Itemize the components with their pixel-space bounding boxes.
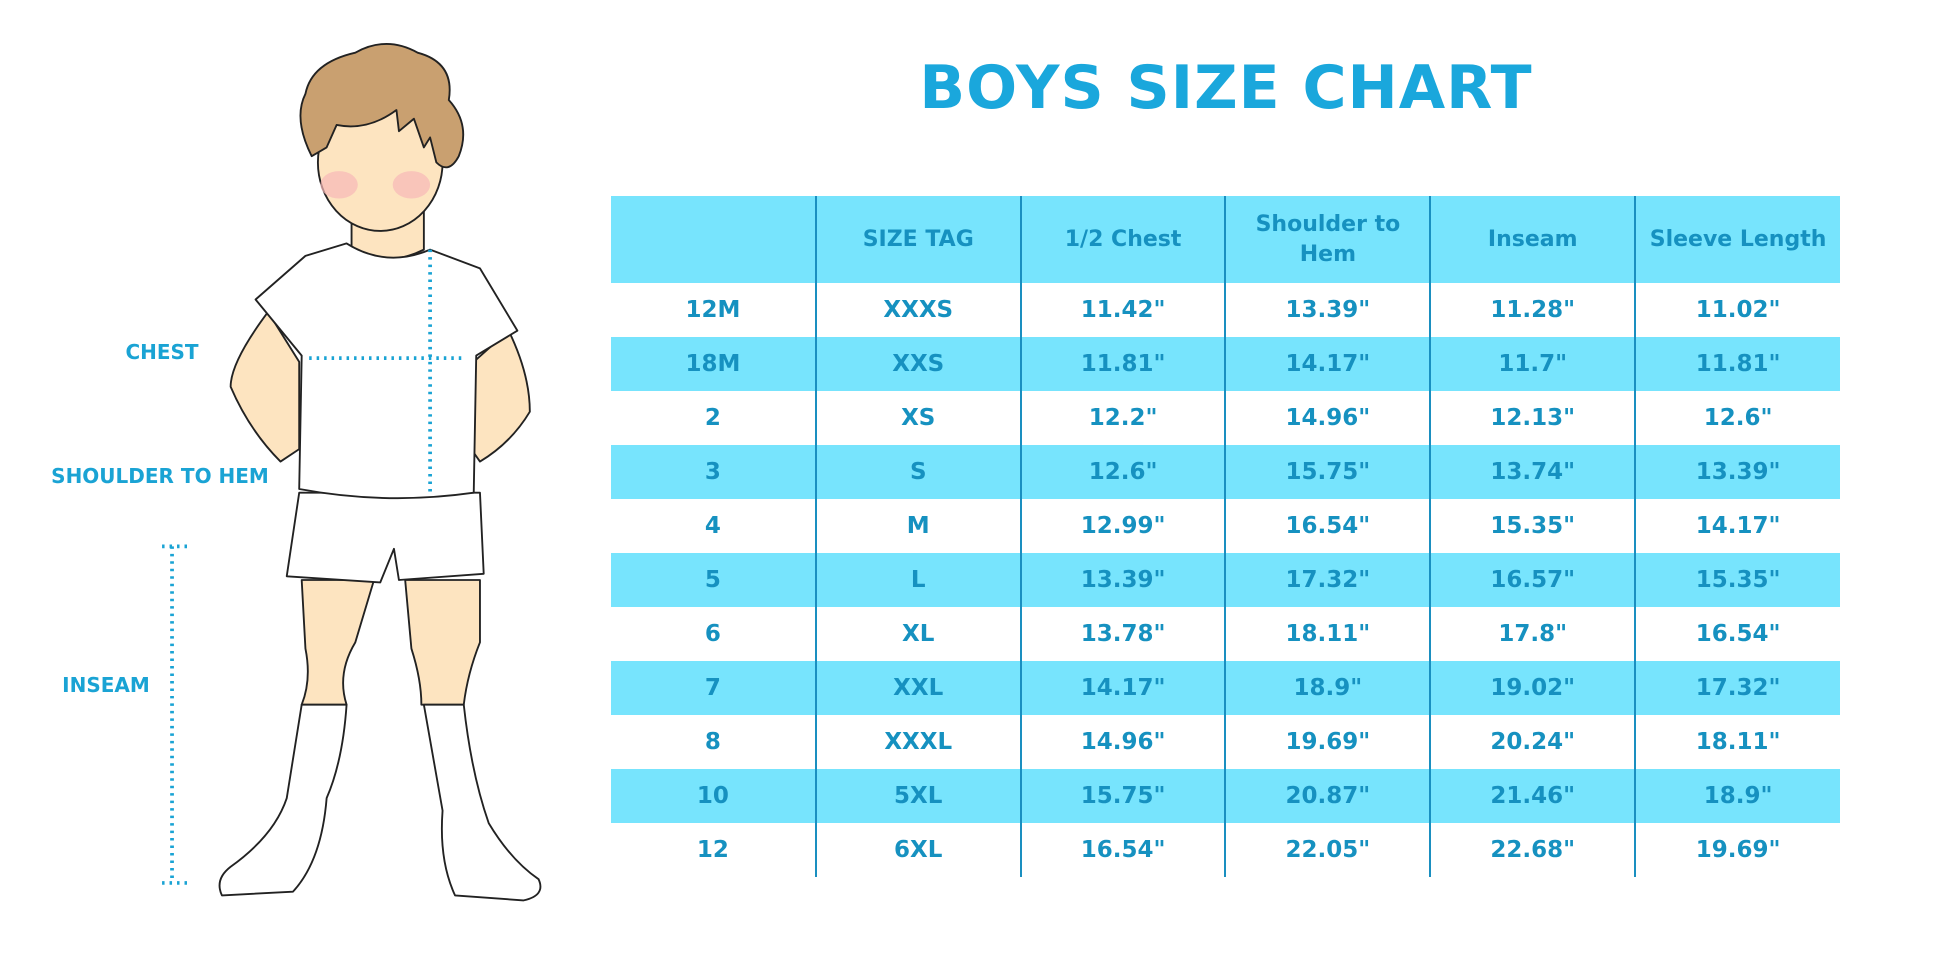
cell-sleeve-length: 16.54" <box>1634 607 1840 661</box>
cell-age: 6 <box>704 621 721 647</box>
cell-half-chest: 12.6" <box>1019 445 1226 499</box>
cell-age: 2 <box>704 405 721 431</box>
header-age <box>611 196 816 283</box>
cell-half-chest: 12.99" <box>1019 499 1226 553</box>
cell-size-tag: XXS <box>814 337 1021 391</box>
cell-size-tag: XL <box>814 607 1021 661</box>
cell-shoulder-to-hem: 14.17" <box>1224 337 1431 391</box>
table-row: 10 5XL 15.75" 20.87" 21.46" 18.9" <box>611 769 1840 823</box>
cell-size-tag: M <box>814 499 1021 553</box>
cell-shoulder-to-hem: 13.39" <box>1224 283 1431 337</box>
cell-age: 4 <box>704 513 721 539</box>
cell-inseam: 17.8" <box>1429 607 1636 661</box>
cell-shoulder-to-hem: 18.9" <box>1224 661 1431 715</box>
cell-shoulder-to-hem: 14.96" <box>1224 391 1431 445</box>
cell-inseam: 20.24" <box>1429 715 1636 769</box>
header-size-tag: SIZE TAG <box>814 196 1021 283</box>
cell-age: 7 <box>611 661 816 715</box>
cell-size-tag: XXXS <box>814 283 1021 337</box>
header-shoulder-to-hem: Shoulder to Hem <box>1224 196 1431 283</box>
cell-half-chest: 16.54" <box>1019 823 1226 877</box>
cell-sleeve-length: 14.17" <box>1634 499 1840 553</box>
cell-size-tag: XXXL <box>814 715 1021 769</box>
cell-sleeve-length: 11.02" <box>1634 283 1840 337</box>
cell-shoulder-to-hem: 17.32" <box>1224 553 1431 607</box>
page-title: BOYS SIZE CHART <box>919 53 1533 123</box>
cell-sleeve-length: 11.81" <box>1634 337 1840 391</box>
cell-inseam: 22.68" <box>1429 823 1636 877</box>
size-chart-table: SIZE TAG 1/2 Chest Shoulder to Hem Insea… <box>611 196 1840 877</box>
cell-inseam: 11.7" <box>1429 337 1636 391</box>
table-row: 3 S 12.6" 15.75" 13.74" 13.39" <box>611 445 1840 499</box>
table-row: 7 XXL 14.17" 18.9" 19.02" 17.32" <box>611 661 1840 715</box>
cell-sleeve-length: 12.6" <box>1634 391 1840 445</box>
table-row: 12M XXXS 11.42" 13.39" 11.28" 11.02" <box>611 283 1840 337</box>
cell-size-tag: 6XL <box>814 823 1021 877</box>
cell-age: 12 <box>696 837 729 863</box>
table-row: 2 XS 12.2" 14.96" 12.13" 12.6" <box>611 391 1840 445</box>
cell-size-tag: XS <box>814 391 1021 445</box>
cell-age: 5 <box>611 553 816 607</box>
table-row: 18M XXS 11.81" 14.17" 11.7" 11.81" <box>611 337 1840 391</box>
cell-sleeve-length: 15.35" <box>1634 553 1840 607</box>
cell-half-chest: 12.2" <box>1019 391 1226 445</box>
table-row: 5 L 13.39" 17.32" 16.57" 15.35" <box>611 553 1840 607</box>
cell-shoulder-to-hem: 22.05" <box>1224 823 1431 877</box>
cell-sleeve-length: 17.32" <box>1634 661 1840 715</box>
cell-age: 8 <box>704 729 721 755</box>
cell-inseam: 19.02" <box>1429 661 1636 715</box>
boy-illustration <box>162 43 542 902</box>
cell-age: 18M <box>611 337 816 391</box>
header-half-chest: 1/2 Chest <box>1019 196 1226 283</box>
cell-sleeve-length: 18.9" <box>1634 769 1840 823</box>
cell-age: 10 <box>611 769 816 823</box>
cell-size-tag: XXL <box>814 661 1021 715</box>
cell-sleeve-length: 19.69" <box>1634 823 1840 877</box>
table-row: 4 M 12.99" 16.54" 15.35" 14.17" <box>611 499 1840 553</box>
shoulder-to-hem-label: SHOULDER TO HEM <box>51 464 269 488</box>
header-inseam: Inseam <box>1429 196 1636 283</box>
cell-shoulder-to-hem: 20.87" <box>1224 769 1431 823</box>
cell-age: 12M <box>685 297 741 323</box>
cell-inseam: 16.57" <box>1429 553 1636 607</box>
cell-inseam: 11.28" <box>1429 283 1636 337</box>
table-row: 6 XL 13.78" 18.11" 17.8" 16.54" <box>611 607 1840 661</box>
cell-size-tag: 5XL <box>814 769 1021 823</box>
table-row: 12 6XL 16.54" 22.05" 22.68" 19.69" <box>611 823 1840 877</box>
table-header-row: SIZE TAG 1/2 Chest Shoulder to Hem Insea… <box>611 196 1840 283</box>
cell-half-chest: 14.96" <box>1019 715 1226 769</box>
chest-label: CHEST <box>125 340 199 364</box>
cell-sleeve-length: 18.11" <box>1634 715 1840 769</box>
cell-shoulder-to-hem: 19.69" <box>1224 715 1431 769</box>
cell-size-tag: L <box>814 553 1021 607</box>
cell-half-chest: 15.75" <box>1019 769 1226 823</box>
cell-shoulder-to-hem: 16.54" <box>1224 499 1431 553</box>
cell-sleeve-length: 13.39" <box>1634 445 1840 499</box>
cell-age: 3 <box>611 445 816 499</box>
cell-shoulder-to-hem: 15.75" <box>1224 445 1431 499</box>
cell-inseam: 13.74" <box>1429 445 1636 499</box>
cell-half-chest: 11.81" <box>1019 337 1226 391</box>
cell-inseam: 12.13" <box>1429 391 1636 445</box>
cell-size-tag: S <box>814 445 1021 499</box>
cell-half-chest: 14.17" <box>1019 661 1226 715</box>
cell-half-chest: 11.42" <box>1019 283 1226 337</box>
cell-half-chest: 13.78" <box>1019 607 1226 661</box>
cell-shoulder-to-hem: 18.11" <box>1224 607 1431 661</box>
table-row: 8 XXXL 14.96" 19.69" 20.24" 18.11" <box>611 715 1840 769</box>
inseam-label: INSEAM <box>62 673 150 697</box>
cell-half-chest: 13.39" <box>1019 553 1226 607</box>
header-sleeve-length: Sleeve Length <box>1634 196 1840 283</box>
cell-inseam: 15.35" <box>1429 499 1636 553</box>
cell-inseam: 21.46" <box>1429 769 1636 823</box>
